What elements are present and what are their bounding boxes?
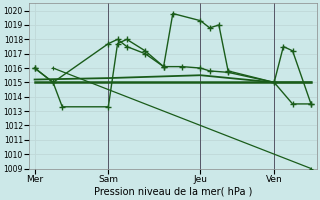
X-axis label: Pression niveau de la mer( hPa ): Pression niveau de la mer( hPa ): [94, 187, 252, 197]
